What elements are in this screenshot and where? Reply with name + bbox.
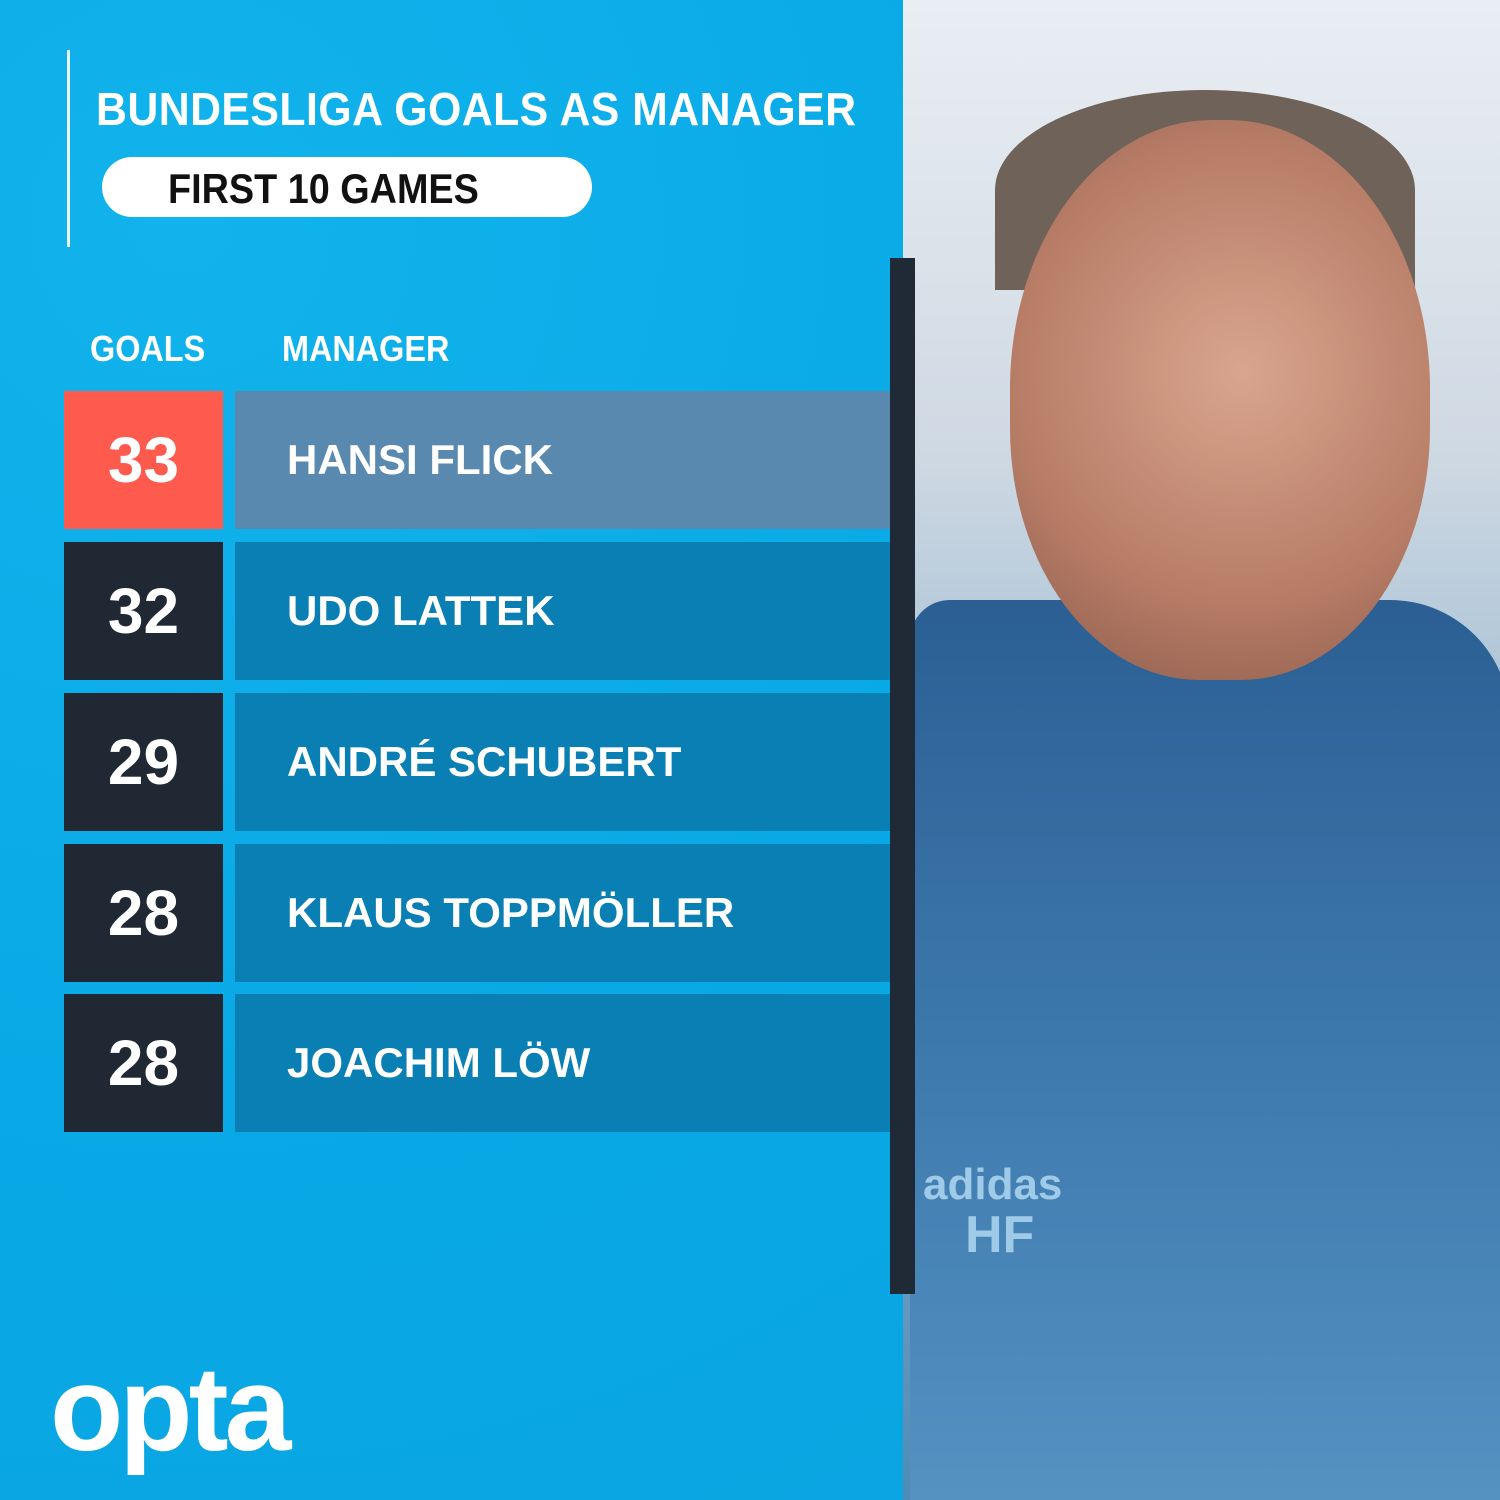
divider-bar: [890, 258, 915, 1294]
jacket-shape: [910, 600, 1500, 1500]
manager-name: ANDRÉ SCHUBERT: [235, 693, 890, 831]
jacket-brand: adidas: [923, 1160, 1063, 1209]
subtitle-pill: FIRST 10 GAMES: [102, 157, 592, 217]
goals-value: 28: [64, 844, 223, 982]
table-row: 28 KLAUS TOPPMÖLLER: [64, 844, 890, 982]
goals-value: 32: [64, 542, 223, 680]
table-row: 28 JOACHIM LÖW: [64, 994, 890, 1132]
goals-value: 33: [64, 391, 223, 529]
column-header-manager: MANAGER: [282, 328, 450, 369]
manager-name: KLAUS TOPPMÖLLER: [235, 844, 890, 982]
jacket-initials: HF: [965, 1206, 1035, 1264]
goals-value: 29: [64, 693, 223, 831]
table-row: 29 ANDRÉ SCHUBERT: [64, 693, 890, 831]
opta-logo: opta: [50, 1342, 291, 1476]
subtitle: FIRST 10 GAMES: [168, 165, 479, 212]
goals-value: 28: [64, 994, 223, 1132]
manager-name: UDO LATTEK: [235, 542, 890, 680]
manager-name: HANSI FLICK: [235, 391, 890, 529]
table-row: 32 UDO LATTEK: [64, 542, 890, 680]
title-accent-line: [67, 50, 70, 247]
page-title: BUNDESLIGA GOALS AS MANAGER: [96, 83, 857, 135]
head-shape: [1010, 120, 1430, 680]
manager-name: JOACHIM LÖW: [235, 994, 890, 1132]
column-header-goals: GOALS: [90, 328, 206, 369]
table-row: 33 HANSI FLICK: [64, 391, 890, 529]
manager-photo: adidas HF: [903, 0, 1500, 1500]
